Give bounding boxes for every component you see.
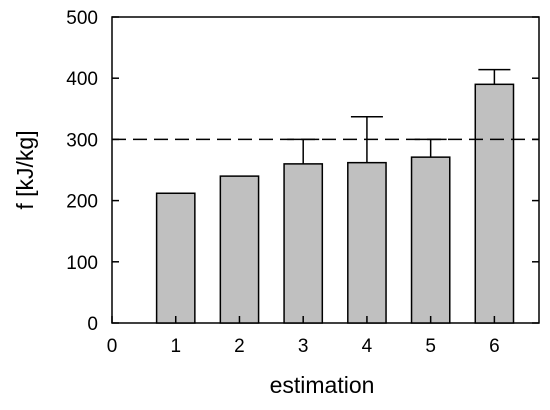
y-axis-title: f [kJ/kg] xyxy=(12,130,38,209)
x-tick-label-4: 4 xyxy=(362,336,373,357)
x-axis-title: estimation xyxy=(270,372,375,398)
plot-frame xyxy=(111,16,540,324)
x-tick-label-0: 0 xyxy=(107,336,118,357)
x-tick-label-2: 2 xyxy=(234,336,245,357)
bar-4 xyxy=(347,161,387,324)
bar-3 xyxy=(283,163,324,324)
y-tick-label-400: 400 xyxy=(66,69,98,90)
y-tick-label-500: 500 xyxy=(66,8,98,29)
y-tick-label-100: 100 xyxy=(66,253,98,274)
bar-5 xyxy=(410,156,451,324)
bar-1 xyxy=(155,192,196,324)
bar-2 xyxy=(219,175,260,324)
y-tick-label-0: 0 xyxy=(87,314,98,335)
x-tick-label-1: 1 xyxy=(170,336,181,357)
bar-6 xyxy=(474,83,515,324)
y-tick-label-300: 300 xyxy=(66,130,98,151)
x-tick-label-3: 3 xyxy=(298,336,309,357)
x-tick-label-6: 6 xyxy=(489,336,500,357)
y-tick-label-200: 200 xyxy=(66,192,98,213)
x-tick-label-5: 5 xyxy=(425,336,436,357)
